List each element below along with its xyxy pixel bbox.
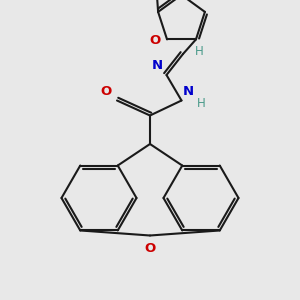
- Text: H: H: [197, 97, 206, 110]
- Text: O: O: [144, 242, 156, 255]
- Text: N: N: [183, 85, 194, 98]
- Text: N: N: [152, 59, 163, 72]
- Text: O: O: [149, 34, 160, 47]
- Text: O: O: [100, 85, 112, 98]
- Text: H: H: [194, 45, 203, 58]
